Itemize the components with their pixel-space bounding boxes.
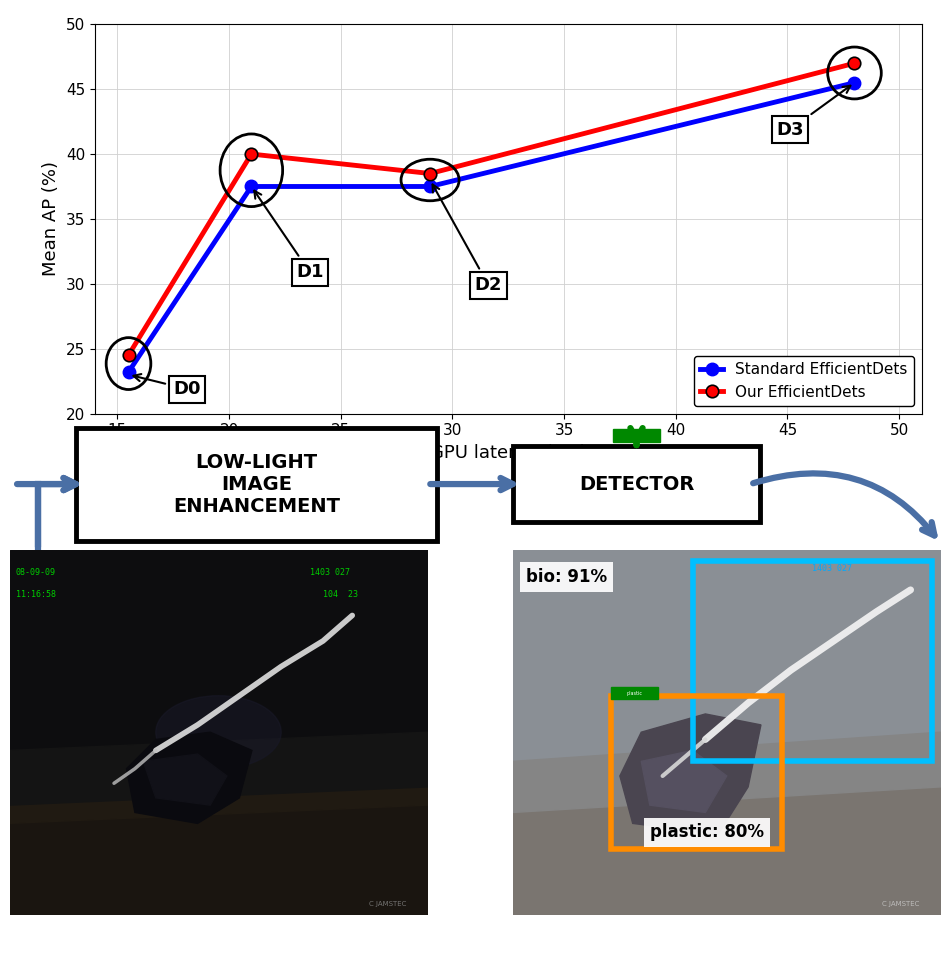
Bar (612, 687, 658, 700)
Text: 1403 027: 1403 027 (311, 568, 351, 577)
Text: LOW-LIGHT
IMAGE
ENHANCEMENT: LOW-LIGHT IMAGE ENHANCEMENT (173, 452, 340, 516)
Y-axis label: Mean AP (%): Mean AP (%) (43, 162, 61, 276)
Standard EfficientDets (425, 181, 436, 193)
Standard EfficientDets (848, 77, 860, 89)
Text: D0: D0 (133, 374, 200, 398)
Text: plastic: plastic (627, 692, 643, 697)
Polygon shape (10, 806, 428, 915)
Text: DETECTOR: DETECTOR (579, 475, 694, 493)
FancyBboxPatch shape (76, 427, 437, 541)
Our EfficientDets (848, 57, 860, 69)
Standard EfficientDets (246, 181, 257, 193)
Bar (693, 560, 932, 761)
Text: 11:16:58: 11:16:58 (16, 590, 56, 598)
Line: Standard EfficientDets: Standard EfficientDets (123, 77, 861, 378)
X-axis label: GPU latency (ms): GPU latency (ms) (430, 444, 586, 462)
Our EfficientDets (123, 349, 134, 361)
Polygon shape (143, 754, 227, 806)
Text: C JAMSTEC: C JAMSTEC (370, 901, 407, 907)
Text: D3: D3 (776, 86, 850, 138)
Text: bio: 91%: bio: 91% (526, 568, 607, 586)
Polygon shape (10, 732, 428, 806)
Standard EfficientDets (123, 366, 134, 378)
Text: 1403 027: 1403 027 (812, 564, 852, 573)
Our EfficientDets (246, 148, 257, 160)
Bar (613, 429, 660, 442)
Text: D2: D2 (432, 185, 503, 294)
Polygon shape (513, 732, 940, 812)
Text: 08-09-09: 08-09-09 (16, 568, 56, 577)
Our EfficientDets (425, 167, 436, 179)
Polygon shape (619, 714, 761, 834)
Polygon shape (10, 776, 428, 823)
Text: 104  23: 104 23 (323, 590, 358, 598)
FancyBboxPatch shape (513, 446, 760, 523)
Text: D1: D1 (255, 191, 324, 281)
Polygon shape (126, 732, 252, 823)
Text: C JAMSTEC: C JAMSTEC (882, 901, 920, 907)
Text: plastic: 80%: plastic: 80% (650, 823, 764, 842)
Line: Our EfficientDets: Our EfficientDets (123, 57, 861, 361)
Bar (612, 696, 783, 848)
Ellipse shape (156, 696, 281, 769)
Polygon shape (513, 787, 940, 915)
Polygon shape (641, 750, 727, 812)
Legend: Standard EfficientDets, Our EfficientDets: Standard EfficientDets, Our EfficientDet… (694, 356, 914, 406)
